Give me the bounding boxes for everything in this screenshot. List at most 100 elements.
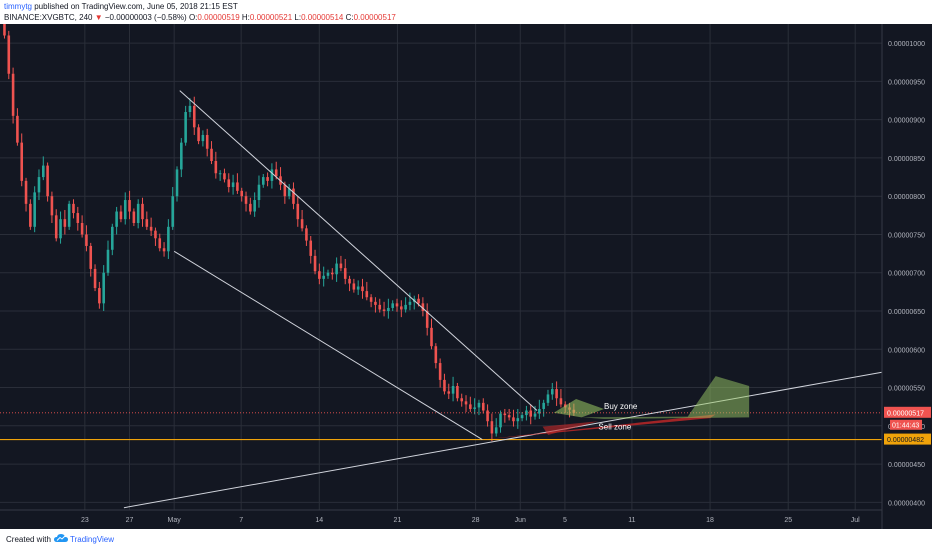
x-tick-label: 23	[81, 517, 89, 524]
x-tick-label: 25	[784, 517, 792, 524]
candle-body	[119, 211, 123, 220]
candle-body	[361, 286, 364, 292]
candles	[3, 17, 576, 442]
x-tick-label: 5	[563, 517, 567, 524]
candle-body	[516, 418, 520, 422]
high-value: 0.00000521	[249, 13, 293, 22]
candle-body	[11, 73, 15, 116]
sell-zone-label: Sell zone	[598, 423, 631, 432]
candle-body	[391, 303, 394, 308]
candle-body	[503, 413, 507, 416]
sell-zone-area	[482, 414, 716, 440]
sell-zone-cone	[542, 421, 599, 435]
chart-header: timmytg published on TradingView.com, Ju…	[0, 0, 932, 24]
candle-body	[421, 303, 425, 312]
lower-trendline	[173, 250, 483, 441]
candle-body	[80, 222, 84, 235]
candle-body	[287, 188, 291, 197]
candle-body	[356, 286, 360, 290]
candle-body	[93, 268, 97, 289]
candle-body	[24, 180, 28, 204]
footer: Created with TradingView	[0, 529, 932, 550]
candle-body	[128, 200, 131, 212]
axes: 0.00001000 0.00000950 0.00000900 0.00000850…	[0, 24, 931, 529]
candle-body	[430, 327, 433, 347]
x-tick-label: 11	[628, 517, 635, 524]
upper-trendline	[179, 90, 538, 411]
candle-body	[404, 304, 407, 310]
y-tick-label: 0.00000750	[888, 232, 925, 239]
candle-body	[365, 291, 369, 298]
candle-body	[59, 219, 62, 239]
candle-body	[33, 192, 36, 227]
y-tick-label: 0.00000800	[888, 194, 925, 201]
candle-body	[167, 226, 170, 252]
support-tag	[884, 433, 931, 445]
y-tick-label: 0.00000550	[888, 386, 925, 393]
x-tick-label: Jul	[851, 517, 860, 524]
candle-body	[469, 404, 472, 409]
last-price-tag-text: 0.00000517	[887, 410, 924, 417]
candle-body	[16, 115, 19, 143]
symbol-label: BINANCE:XVGBTC, 240	[4, 13, 93, 22]
candle-body	[231, 182, 235, 188]
candle-body	[253, 200, 256, 212]
candle-body	[180, 142, 183, 170]
candle-body	[434, 346, 438, 364]
candle-body	[382, 309, 386, 312]
candle-body	[274, 169, 278, 177]
close-label: C:	[345, 13, 354, 22]
candle-body	[559, 398, 563, 405]
y-tick-label: 0.00000950	[888, 79, 925, 86]
support-tag-text: 0.00000482	[887, 437, 924, 444]
candle-body	[111, 226, 114, 250]
candle-body	[188, 105, 192, 113]
candle-body	[512, 417, 515, 422]
y-tick-label: 0.00000900	[888, 118, 925, 125]
y-tick-label: 0.00000700	[888, 271, 925, 278]
candle-body	[210, 148, 213, 161]
candle-body	[136, 203, 140, 223]
y-tick-label: 0.00000600	[888, 347, 925, 354]
candle-body	[486, 410, 489, 422]
change-value: −0.00000003 (−0.58%)	[104, 13, 187, 22]
candle-body	[227, 179, 231, 188]
chart-area[interactable]: Buy zone Sell zone 0.00001000 0.00000950 0.…	[0, 17, 932, 529]
candle-body	[123, 200, 127, 220]
candle-body	[326, 272, 330, 276]
candle-body	[244, 196, 248, 204]
candle-body	[473, 407, 476, 409]
candle-body	[257, 184, 261, 201]
candle-body	[529, 410, 533, 417]
author-link[interactable]: timmytg	[4, 2, 32, 11]
candle-body	[115, 211, 118, 227]
buy-zone-area	[581, 376, 750, 419]
y-tick-label: 0.00000850	[888, 156, 925, 163]
candle-body	[305, 228, 308, 241]
candle-body	[343, 268, 347, 279]
symbol-ohlc: BINANCE:XVGBTC, 240 ▼ −0.00000003 (−0.58…	[4, 13, 396, 22]
last-price-tag	[884, 406, 931, 418]
candle-body	[7, 35, 11, 74]
rising-trendline	[123, 371, 883, 509]
candle-body	[538, 408, 541, 414]
candle-body	[300, 219, 304, 229]
candle-body	[296, 203, 300, 220]
candle-body	[408, 301, 412, 305]
candle-body	[261, 177, 265, 185]
candle-body	[451, 386, 455, 394]
candle-body	[313, 255, 317, 272]
candle-body	[283, 184, 287, 197]
close-value: 0.00000517	[353, 13, 396, 22]
candle-body	[249, 203, 252, 212]
candle-body	[20, 142, 24, 181]
candle-body	[158, 238, 162, 249]
candle-body	[348, 278, 351, 284]
candle-body	[520, 415, 524, 419]
tradingview-link[interactable]: TradingView	[70, 535, 115, 544]
candle-body	[3, 20, 6, 36]
open-label: O:	[188, 13, 198, 22]
candle-body	[438, 363, 442, 380]
candle-body	[550, 389, 554, 395]
